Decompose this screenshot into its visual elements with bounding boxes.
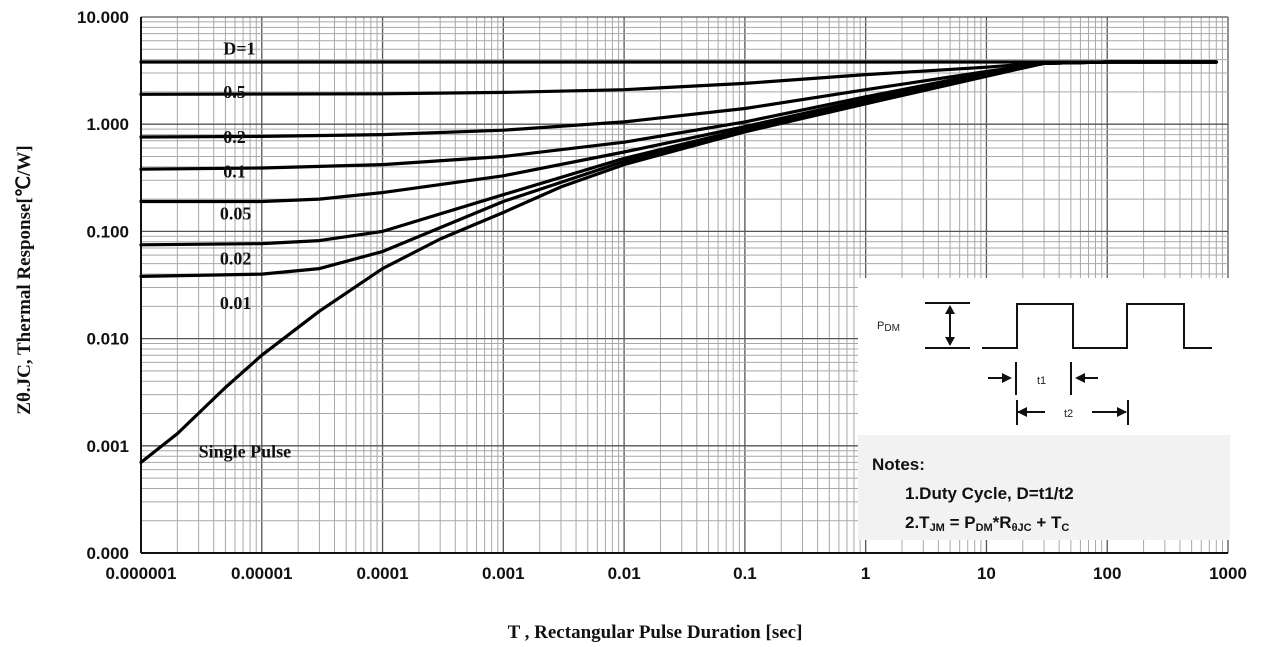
tick-labels: 0.000001 0.00001 0.0001 0.001 0.01 0.1 1 10 100 1… [77,8,1247,583]
inset-box: PDM t1 t2 Notes: 1.Duty Cycle, D=t1/t2 2… [858,278,1230,540]
note2-part-7: C [1061,522,1069,534]
note2-part-5: θJC [1012,522,1032,534]
series-label-5: 0.05 [220,204,252,224]
series-labels: D=1 0.5 0.2 0.1 0.05 0.02 0.01 Single Pulse [199,38,292,461]
notes-title: Notes: [872,455,925,474]
notes-background [858,435,1230,540]
note2-part-4: *R [993,513,1012,532]
t2-arrowhead-left [1017,407,1027,417]
y-tick-label: 10.000 [77,8,129,27]
pdm-label: PDM [877,320,900,334]
t2-arrowhead-right [1117,407,1127,417]
x-tick-label: 0.000001 [106,564,177,583]
x-tick-label: 10 [977,564,996,583]
t1-label: t1 [1037,375,1046,387]
y-tick-label: 0.100 [86,222,129,241]
note2-part-1: JM [930,522,945,534]
series-line-6 [139,60,1218,247]
x-tick-label: 100 [1093,564,1121,583]
note2-part-0: 2.T [905,513,930,532]
series-label-4: 0.1 [223,161,246,181]
y-tick-label: 0.000 [86,544,129,563]
note2-part-3: DM [976,522,993,534]
x-tick-label: 1000 [1209,564,1247,583]
series-label-8: Single Pulse [199,442,292,462]
t1-arrowhead-left [1002,373,1012,383]
note2-part-6: + T [1032,513,1062,532]
pulse-arrowheads [945,305,1127,417]
y-axis-title: Zθ.JC, Thermal Response[℃/W] [14,145,35,414]
t1-arrowhead-right [1075,373,1085,383]
pdm-label-main: P [877,320,884,332]
x-tick-label: 0.00001 [231,564,292,583]
series-line-8 [139,60,1218,464]
pulse-waveform [982,303,1212,349]
pdm-arrowhead-up [945,305,955,314]
y-tick-label: 1.000 [86,115,129,134]
pdm-label-sub: DM [884,323,900,334]
x-tick-label: 0.1 [733,564,757,583]
series-label-6: 0.02 [220,249,252,269]
x-tick-label: 1 [861,564,870,583]
x-tick-label: 0.01 [608,564,641,583]
series-label-1: D=1 [223,38,255,58]
series-label-2: 0.5 [223,82,246,102]
note-tjm-formula: 2.TJM = PDM*RθJC + TC [905,513,1069,534]
series-label-7: 0.01 [220,293,252,313]
series-label-3: 0.2 [223,127,246,147]
y-tick-label: 0.001 [86,437,129,456]
note2-part-2: = P [945,513,976,532]
t2-label: t2 [1064,408,1073,420]
pdm-arrowhead-down [945,337,955,346]
x-tick-label: 0.0001 [357,564,409,583]
x-tick-label: 0.001 [482,564,525,583]
x-axis-title: T , Rectangular Pulse Duration [sec] [508,622,803,643]
y-tick-label: 0.010 [86,330,129,349]
series-line-2 [139,60,1218,96]
series-lines [139,60,1218,464]
note-duty-cycle: 1.Duty Cycle, D=t1/t2 [905,484,1074,503]
